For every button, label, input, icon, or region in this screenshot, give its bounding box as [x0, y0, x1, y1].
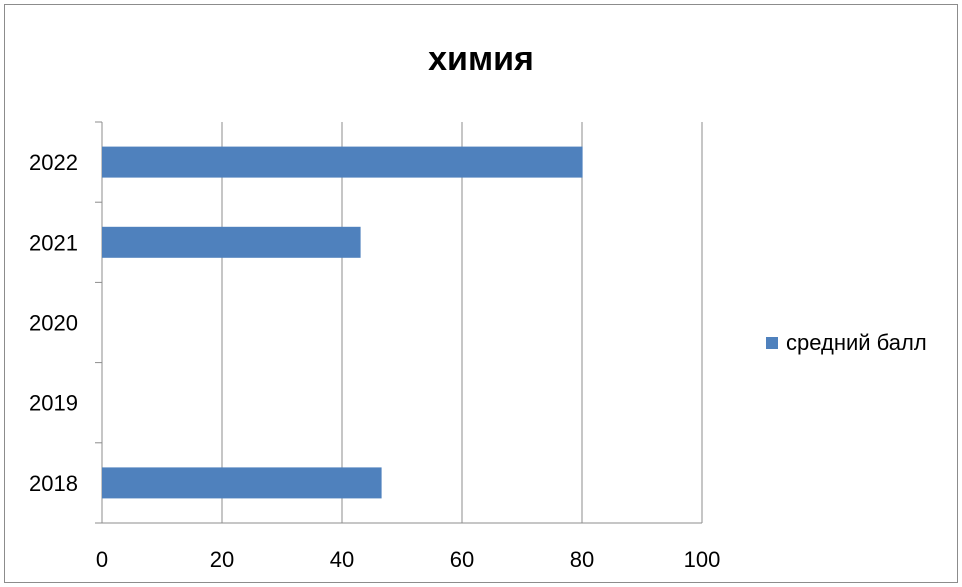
y-tick-label: 2019	[29, 391, 78, 416]
x-tick-label: 80	[570, 547, 594, 572]
legend-label: средний балл	[786, 330, 927, 355]
x-tick-label: 40	[330, 547, 354, 572]
legend-swatch	[766, 337, 778, 349]
y-tick-label: 2021	[29, 230, 78, 255]
x-tick-label: 0	[96, 547, 108, 572]
bar	[102, 467, 382, 499]
bar	[102, 146, 583, 178]
legend: средний балл	[766, 330, 927, 355]
chart-title: химия	[428, 40, 534, 78]
x-tick-label: 100	[684, 547, 721, 572]
y-tick-label: 2022	[29, 150, 78, 175]
y-tick-label: 2020	[29, 311, 78, 336]
y-tick-label: 2018	[29, 471, 78, 496]
x-tick-label: 20	[210, 547, 234, 572]
x-tick-label: 60	[450, 547, 474, 572]
bar	[102, 226, 361, 258]
